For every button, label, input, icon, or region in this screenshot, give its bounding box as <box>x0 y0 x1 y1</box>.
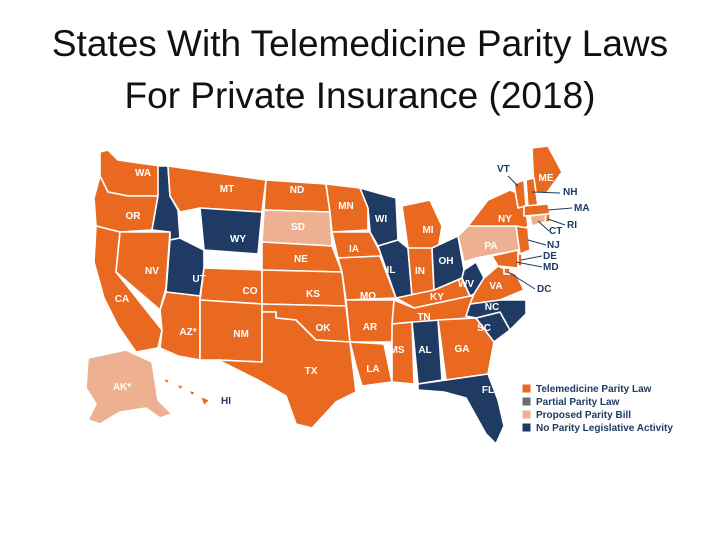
legend-label-partial-parity-law: Partial Parity Law <box>536 397 620 408</box>
state-label-pa: PA <box>484 241 497 252</box>
state-label-mo: MO <box>360 291 376 302</box>
callout-line-ct <box>537 220 550 232</box>
state-mo <box>337 255 397 301</box>
state-label-oh: OH <box>439 256 454 267</box>
state-label-wv: WV <box>458 279 474 290</box>
state-la <box>349 341 393 387</box>
title-line-1: States With Telemedicine Parity Laws <box>51 23 669 64</box>
state-va <box>469 265 525 305</box>
state-label-ct: CT <box>549 226 562 237</box>
legend-label-no-parity-activity: No Parity Legislative Activity <box>536 423 673 434</box>
state-nc <box>465 299 527 331</box>
state-labels: WA OR CA NV ID MT WY UT AZ* CO NM ND SD NE KS OK TX MN IA M… <box>113 164 590 407</box>
state-ct <box>529 213 547 227</box>
state-label-ks: KS <box>306 289 320 300</box>
state-label-ms: MS <box>390 345 405 356</box>
state-label-ny: NY <box>498 214 512 225</box>
state-label-wi: WI <box>375 214 387 225</box>
legend-label-proposed-parity-bill: Proposed Parity Bill <box>536 410 631 421</box>
state-label-ak: AK* <box>113 382 131 393</box>
state-label-ok: OK <box>316 323 332 334</box>
state-fl <box>417 373 505 445</box>
legend-swatch-partial-parity-law <box>521 396 532 407</box>
state-label-wa: WA <box>135 168 151 179</box>
state-ar <box>345 299 395 343</box>
state-label-nd: ND <box>290 185 304 196</box>
state-label-ga: GA <box>455 344 470 355</box>
state-label-nc: NC <box>485 302 499 313</box>
state-tx <box>217 311 357 429</box>
callout-line-ma <box>547 207 573 211</box>
state-label-tx: TX <box>305 366 318 377</box>
state-ut <box>165 237 205 297</box>
state-nm <box>199 299 263 363</box>
state-nj <box>515 225 531 255</box>
state-shapes <box>85 145 563 445</box>
state-label-de: DE <box>543 251 557 262</box>
state-md <box>491 249 519 269</box>
state-label-tn: TN <box>417 312 430 323</box>
state-label-nv: NV <box>145 266 159 277</box>
callout-line-vt <box>507 175 519 187</box>
state-label-nj: NJ <box>547 240 560 251</box>
state-hi <box>161 377 211 407</box>
state-label-md: MD <box>543 262 559 273</box>
state-label-az: AZ* <box>179 327 196 338</box>
state-label-dc: DC <box>537 284 551 295</box>
callout-line-ri <box>547 218 566 226</box>
state-ga <box>437 317 495 381</box>
map-legend: Telemedicine Parity Law Partial Parity La… <box>521 383 673 434</box>
state-label-mi: MI <box>422 225 433 236</box>
legend-swatch-parity-law <box>521 383 532 394</box>
map-title: States With Telemedicine Parity Laws For… <box>0 18 720 122</box>
legend-swatch-proposed-parity-bill <box>521 409 532 420</box>
state-label-nh: NH <box>563 187 577 198</box>
state-label-nm: NM <box>233 329 249 340</box>
state-label-ky: KY <box>430 292 444 303</box>
callout-lines <box>507 175 573 290</box>
state-ak <box>85 349 173 425</box>
state-label-or: OR <box>126 211 142 222</box>
state-label-ia: IA <box>349 244 359 255</box>
state-label-la: LA <box>366 364 379 375</box>
callout-line-md <box>515 261 543 268</box>
state-label-il: IL <box>387 265 396 276</box>
state-label-ri: RI <box>567 220 577 231</box>
state-wy <box>199 207 263 255</box>
state-label-ar: AR <box>363 322 378 333</box>
state-az <box>159 291 201 361</box>
state-label-mn: MN <box>338 201 354 212</box>
state-label-me: ME <box>539 173 554 184</box>
state-label-mt: MT <box>220 184 234 195</box>
state-label-id: ID <box>178 222 188 233</box>
state-label-al: AL <box>418 345 431 356</box>
state-ks <box>261 269 347 307</box>
legend-swatch-no-parity-activity <box>521 422 532 433</box>
callout-line-de <box>520 255 543 261</box>
legend-label-parity-law: Telemedicine Parity Law <box>536 384 652 395</box>
state-label-ma: MA <box>574 203 590 214</box>
callout-line-nj <box>527 239 547 246</box>
state-label-sd: SD <box>291 222 305 233</box>
state-label-vt: VT <box>497 164 510 175</box>
state-label-sc: SC <box>477 323 491 334</box>
state-label-co: CO <box>243 286 258 297</box>
state-label-ca: CA <box>115 294 129 305</box>
state-label-ne: NE <box>294 254 308 265</box>
state-label-fl: FL <box>482 385 494 396</box>
state-label-wy: WY <box>230 234 246 245</box>
title-line-2: For Private Insurance (2018) <box>124 75 596 116</box>
callout-line-nh <box>531 191 561 194</box>
state-label-va: VA <box>489 281 502 292</box>
state-label-in: IN <box>415 266 425 277</box>
state-label-ut: UT <box>192 274 205 285</box>
state-me <box>531 145 563 195</box>
state-label-hi: HI <box>221 396 231 407</box>
state-mt <box>167 165 267 213</box>
callout-line-dc <box>507 271 536 290</box>
state-mi <box>401 199 443 251</box>
